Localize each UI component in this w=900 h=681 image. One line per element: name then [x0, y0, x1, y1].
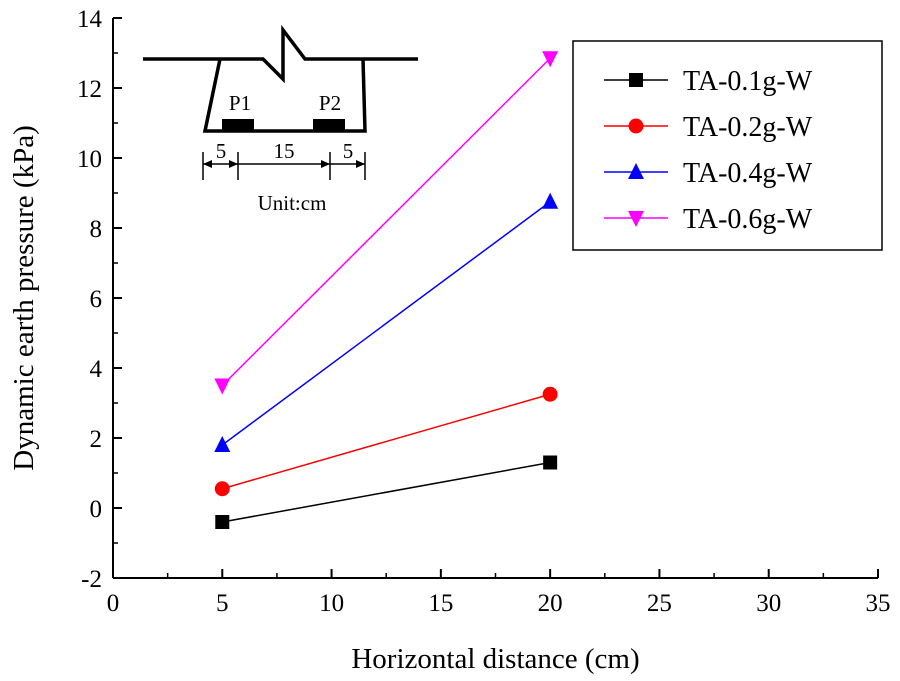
y-tick-label: 6: [90, 286, 103, 313]
sensor-p1-marker: [222, 119, 254, 131]
y-tick-label: 12: [77, 76, 102, 103]
data-point: [214, 481, 230, 497]
data-point: [215, 515, 230, 529]
tunnel-schematic-inset: P1 P2 5 15 5 Unit:cm: [143, 24, 418, 215]
series-line-2: [222, 393, 551, 490]
x-tick-label: 0: [107, 590, 120, 617]
data-point: [542, 192, 559, 209]
x-axis-title: Horizontal distance (cm): [351, 643, 639, 675]
x-tick-label: 10: [319, 590, 344, 617]
y-tick-label: 8: [90, 216, 103, 243]
y-axis-title: Dynamic earth pressure (kPa): [8, 125, 40, 470]
series-line-3: [221, 201, 551, 446]
dimension-left: 5: [216, 139, 227, 163]
y-tick-label: 14: [77, 6, 103, 33]
legend-label-3: TA-0.4g-W: [683, 158, 813, 189]
legend-label-2: TA-0.2g-W: [683, 112, 813, 143]
ground-surface-line: [143, 24, 418, 84]
sensor-p1-label: P1: [229, 91, 251, 115]
x-tick-label: 15: [428, 590, 453, 617]
y-tick-label: 4: [90, 356, 103, 383]
dimension-middle: 15: [274, 139, 295, 163]
series-line-1: [222, 461, 551, 523]
tunnel-outline: [202, 58, 367, 133]
y-tick-label: 0: [90, 496, 103, 523]
series-line-4: [221, 57, 551, 387]
legend-marker-4: [628, 211, 644, 227]
x-tick-label: 20: [538, 590, 563, 617]
dimension-arrow-3: [321, 160, 330, 168]
legend-box: [572, 40, 883, 251]
legend-label-1: TA-0.1g-W: [683, 66, 813, 97]
y-tick-label: -2: [81, 566, 102, 593]
data-point: [542, 51, 559, 68]
data-point: [214, 436, 231, 452]
legend-marker-3: [628, 163, 644, 179]
data-point: [543, 455, 558, 470]
x-tick-label: 35: [866, 590, 891, 617]
data-point: [214, 378, 231, 395]
x-tick-label: 30: [756, 590, 781, 617]
legend-marker-2: [628, 118, 644, 134]
sensor-p2-label: P2: [319, 91, 341, 115]
x-tick-label: 25: [647, 590, 672, 617]
dimension-right: 5: [343, 139, 354, 163]
dimension-arrow-2: [229, 160, 238, 168]
sensor-p2-marker: [313, 119, 345, 131]
legend-label-4: TA-0.6g-W: [683, 204, 813, 235]
dimension-arrow-4: [356, 160, 365, 168]
x-tick-label: 5: [216, 590, 229, 617]
inset-unit-label: Unit:cm: [258, 191, 327, 215]
y-tick-label: 10: [77, 146, 102, 173]
dimension-arrow-1: [203, 160, 212, 168]
data-point: [542, 386, 558, 402]
legend-marker-1: [629, 73, 643, 87]
y-tick-label: 2: [90, 426, 103, 453]
